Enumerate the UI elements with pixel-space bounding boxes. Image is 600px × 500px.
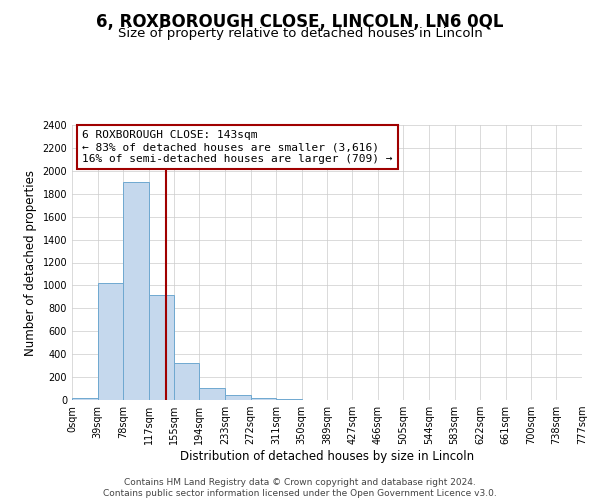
X-axis label: Distribution of detached houses by size in Lincoln: Distribution of detached houses by size … xyxy=(180,450,474,463)
Bar xyxy=(251,398,276,400)
Bar xyxy=(174,364,199,400)
Bar xyxy=(149,294,174,400)
Bar xyxy=(199,388,225,400)
Text: Contains HM Land Registry data © Crown copyright and database right 2024.
Contai: Contains HM Land Registry data © Crown c… xyxy=(103,478,497,498)
Text: 6, ROXBOROUGH CLOSE, LINCOLN, LN6 0QL: 6, ROXBOROUGH CLOSE, LINCOLN, LN6 0QL xyxy=(96,12,504,30)
Y-axis label: Number of detached properties: Number of detached properties xyxy=(24,170,37,356)
Bar xyxy=(98,282,123,400)
Bar xyxy=(123,182,149,400)
Text: 6 ROXBOROUGH CLOSE: 143sqm
← 83% of detached houses are smaller (3,616)
16% of s: 6 ROXBOROUGH CLOSE: 143sqm ← 83% of deta… xyxy=(82,130,392,164)
Bar xyxy=(225,395,251,400)
Bar xyxy=(72,398,98,400)
Text: Size of property relative to detached houses in Lincoln: Size of property relative to detached ho… xyxy=(118,28,482,40)
